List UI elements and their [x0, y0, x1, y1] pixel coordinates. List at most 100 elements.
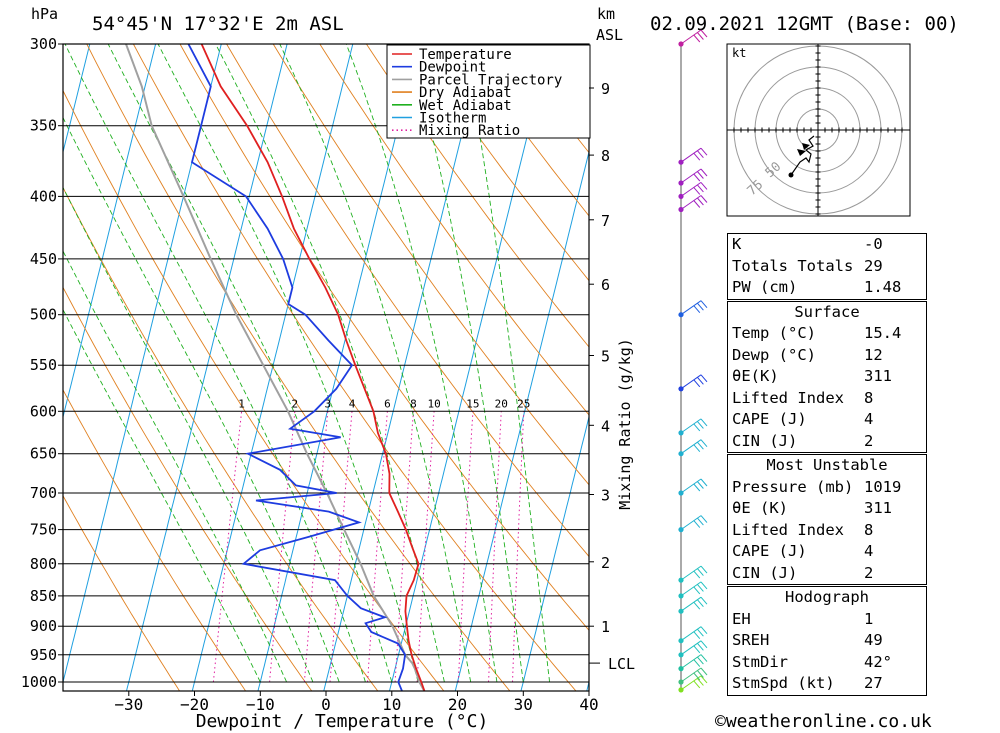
wet-adiabat-line [63, 186, 314, 683]
pressure-tick-label: 800 [30, 555, 57, 573]
index-value: 29 [864, 256, 883, 275]
mu-row: Lifted Index 8 [728, 520, 926, 542]
wind-barb-feather [700, 147, 708, 156]
wind-barb-shaft [680, 439, 702, 455]
pressure-tick-label: 650 [30, 445, 57, 463]
mixing-ratio-line [457, 411, 474, 683]
wind-barb-shaft [680, 515, 702, 531]
km-tick-label: 8 [601, 147, 610, 165]
hodo-row: StmSpd (kt) 27 [728, 673, 926, 695]
wet-adiabat-line [345, 44, 498, 683]
mu-label: Pressure (mb) [732, 477, 854, 496]
indices-panel: K -0 Totals Totals 29 PW (cm) 1.48 Surface … [727, 233, 927, 697]
wind-barb-shaft [680, 374, 702, 390]
pressure-axis: 300 350 400 450 500 550 600 650 700 750 800 850 900 9… [21, 35, 63, 691]
temperature-tick-label: −30 [114, 695, 143, 714]
pressure-tick-label: 500 [30, 306, 57, 324]
pressure-tick-label: 450 [30, 250, 57, 268]
mixing-ratio-label: 4 [349, 397, 356, 410]
dry-adiabat-line [412, 44, 589, 282]
credit-text: ©weatheronline.co.uk [715, 711, 932, 732]
km-axis: 9 8 7 6 5 4 3 2 1 LCL [589, 80, 635, 673]
wet-adiabat-line [107, 44, 393, 683]
wind-barb-feather [697, 302, 704, 311]
wind-barb-feather [697, 184, 704, 193]
wind-barb-shaft [680, 581, 702, 597]
wind-barb-feather [693, 444, 701, 453]
isotherm-line [63, 44, 222, 685]
wind-barb-feather [693, 570, 701, 579]
index-row: K -0 [728, 234, 926, 256]
wind-barb-feather [693, 152, 701, 161]
pressure-tick-label: 700 [30, 484, 57, 502]
wet-adiabat-line [408, 44, 524, 683]
wind-barb-feather [700, 195, 708, 203]
dry-adiabat-line [319, 44, 589, 416]
wind-barb-feather [697, 584, 704, 592]
wind-barb-feather [693, 423, 701, 432]
mu-row: CIN (J) 2 [728, 563, 926, 585]
wind-barb-shaft [680, 300, 702, 316]
surface-row: Lifted Index 8 [728, 388, 926, 410]
wind-profile [678, 29, 708, 693]
wind-barb-feather [693, 34, 701, 43]
wind-barb-feather [697, 421, 704, 429]
wind-barb-feather [697, 481, 704, 489]
wind-barb-feather [693, 187, 701, 195]
wind-barb-feather [693, 680, 701, 689]
legend-label: Temperature [419, 47, 512, 63]
wind-barb-feather [693, 659, 701, 667]
lcl-label: LCL [608, 655, 635, 673]
wind-barb-feather [700, 654, 708, 662]
pressure-tick-label: 900 [30, 617, 57, 635]
wind-barb-feather [700, 182, 708, 190]
temperature-tick-label: 0 [321, 695, 331, 714]
mu-label: CIN (J) [732, 563, 798, 582]
wind-barb-feather [693, 379, 701, 388]
km-tick-label: 5 [601, 348, 610, 366]
mixing-ratio-label: 6 [384, 397, 391, 410]
isotherm-line [63, 44, 157, 419]
wind-barb-feather [697, 599, 704, 608]
temperature-line [200, 44, 426, 691]
index-value: -0 [864, 235, 883, 253]
wind-barb-feather [697, 628, 704, 637]
hodograph-index-box: Hodograph EH 1 SREH 49 StmDir 42° StmSpd (k… [727, 586, 927, 696]
wind-barb-feather [700, 515, 708, 523]
surface-label: CAPE (J) [732, 410, 807, 428]
wind-barb-feather [693, 200, 701, 208]
km-tick-label: 4 [601, 417, 610, 435]
km-tick-label: 2 [601, 554, 610, 572]
wind-barb-feather [693, 586, 701, 595]
wind-barb-feather [700, 374, 708, 383]
wet-adiabat-line [63, 116, 340, 683]
km-tick-label: 6 [601, 276, 610, 294]
wind-barb-shaft [680, 168, 702, 184]
legend-label: Dewpoint [419, 60, 486, 76]
hodo-row: SREH 49 [728, 630, 926, 652]
isotherm-line [191, 44, 354, 691]
legend-label: Parcel Trajectory [419, 72, 562, 88]
wind-barb-shaft [680, 418, 702, 434]
wind-barb-feather [697, 150, 704, 159]
sounding-series [125, 44, 426, 691]
mixing-ratio-line [329, 411, 353, 683]
pressure-tick-label: 350 [30, 117, 57, 135]
surface-value: 311 [864, 367, 892, 385]
mixing-ratio-label: 2 [291, 397, 298, 410]
pressure-tick-label: 950 [30, 646, 57, 664]
wind-barb-shaft [680, 565, 702, 581]
mu-label: θE (K) [732, 499, 788, 517]
mixing-ratio-label: 20 [495, 397, 508, 410]
wind-barb-shaft [680, 478, 702, 494]
wind-barb-feather [700, 640, 708, 649]
surface-label: θE(K) [732, 367, 779, 385]
indices-box: K -0 Totals Totals 29 PW (cm) 1.48 [727, 233, 927, 300]
temperature-axis: −30 −20 −10 0 10 20 30 40 [114, 691, 599, 714]
mixing-ratio-label: 10 [427, 397, 440, 410]
surface-heading: Surface [794, 302, 860, 321]
index-label: Totals Totals [732, 256, 854, 275]
km-tick-label: 9 [601, 80, 610, 98]
hodograph-start-dot [788, 172, 794, 178]
